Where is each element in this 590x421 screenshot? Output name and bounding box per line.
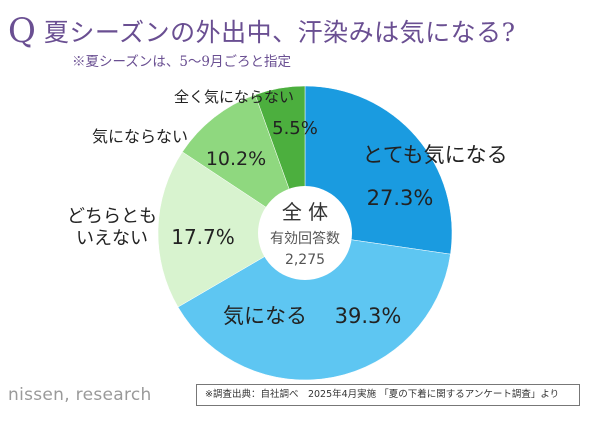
slice-label-5: 全く気にならない	[174, 88, 294, 106]
slice-label-3: どちらともいえない	[67, 206, 157, 249]
center-label: 有効回答数	[270, 230, 340, 247]
donut-center: 全 体 有効回答数 2,275	[270, 200, 340, 268]
slice-label-1: とても気になる	[362, 143, 507, 167]
slice-3	[157, 151, 306, 308]
slice-2	[177, 232, 451, 381]
question-q-mark: Q	[8, 11, 36, 51]
brand-logo: nissen, research	[8, 385, 152, 405]
season-note: ※夏シーズンは、5〜9月ごろと指定	[72, 54, 292, 70]
donut-hole	[258, 186, 352, 280]
source-note: ※調査出典：自社調べ 2025年4月実施 「夏の下着に関するアンケート調査」より	[196, 384, 580, 406]
slice-value-5: 5.5%	[272, 118, 318, 139]
question-header: Q 夏シーズンの外出中、汗染みは気になる?	[8, 4, 516, 48]
question-title: 夏シーズンの外出中、汗染みは気になる?	[43, 18, 516, 47]
slice-value-4: 10.2%	[206, 148, 266, 170]
slice-label-4: 気にならない	[92, 127, 188, 146]
slice-label-2: 気になる	[223, 304, 307, 328]
center-title: 全 体	[282, 200, 328, 224]
slice-labels: とても気になる 27.3% 気になる 39.3% どちらともいえない 17.7% 気にならな…	[67, 88, 508, 328]
slice-value-1: 27.3%	[367, 186, 434, 210]
center-sample-size: 2,275	[285, 252, 325, 268]
slice-value-2: 39.3%	[335, 304, 402, 328]
slice-value-3: 17.7%	[171, 225, 235, 249]
